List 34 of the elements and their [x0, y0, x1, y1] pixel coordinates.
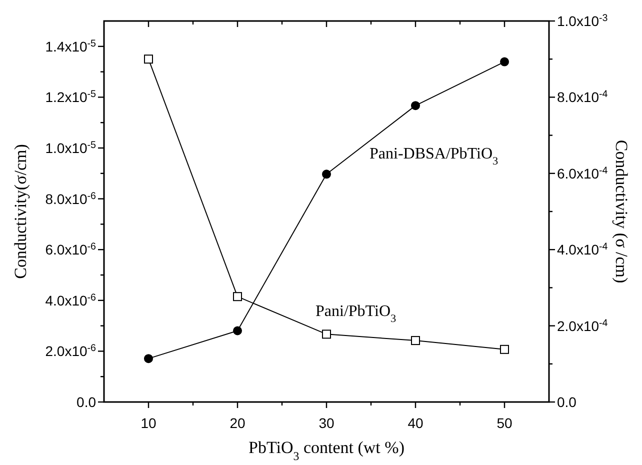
point	[500, 344, 509, 354]
x-tick-label: 20	[230, 415, 246, 431]
point	[144, 54, 153, 64]
y-tick-label: 0.0	[76, 394, 96, 410]
x-tick-label: 50	[496, 415, 512, 431]
point	[322, 330, 331, 339]
y-tick-label: 1.2x10$^{-5}$	[45, 88, 97, 106]
y2-tick-label: 2.0x10$^{-4}$	[557, 317, 608, 334]
point	[233, 292, 242, 302]
point	[500, 57, 509, 66]
y-tick-label: 6.0x10$^{-6}$	[45, 241, 97, 258]
y2-axis-title: Conductivity (σ /cm)	[612, 140, 631, 284]
x-tick-label: 40	[408, 415, 424, 431]
series-label: Pani-DBSA/PbTiO$_{3}$	[370, 146, 499, 168]
x-tick-label: 30	[318, 415, 334, 431]
y2-tick-label: 0.0	[557, 394, 577, 410]
y2-tick-label: 1.0x10$^{-3}$	[557, 12, 608, 29]
y-axis-title: Conductivity(σ/cm)	[11, 144, 30, 279]
y-tick-label: 1.4x10$^{-5}$	[45, 38, 97, 54]
y2-tick-label: 6.0x10$^{-4}$	[557, 164, 608, 182]
point	[411, 101, 420, 110]
y-tick-label: 1.0x10$^{-5}$	[45, 140, 97, 156]
point	[233, 326, 242, 336]
series-label: Pani/PbTiO$_{3}$	[316, 303, 396, 326]
y2-tick-label: 4.0x10$^{-4}$	[557, 241, 608, 258]
point	[411, 336, 420, 346]
y-tick-label: 2.0x10$^{-6}$	[45, 342, 97, 360]
y-tick-label: 4.0x10$^{-6}$	[45, 292, 97, 308]
x-axis-title: PbTiO$_{3}$ content (wt %)	[248, 438, 404, 463]
point	[144, 354, 153, 364]
y2-tick-label: 8.0x10$^{-4}$	[557, 88, 608, 106]
x-tick-label: 10	[140, 415, 156, 431]
y-tick-label: 8.0x10$^{-6}$	[45, 190, 97, 207]
point	[322, 170, 331, 179]
